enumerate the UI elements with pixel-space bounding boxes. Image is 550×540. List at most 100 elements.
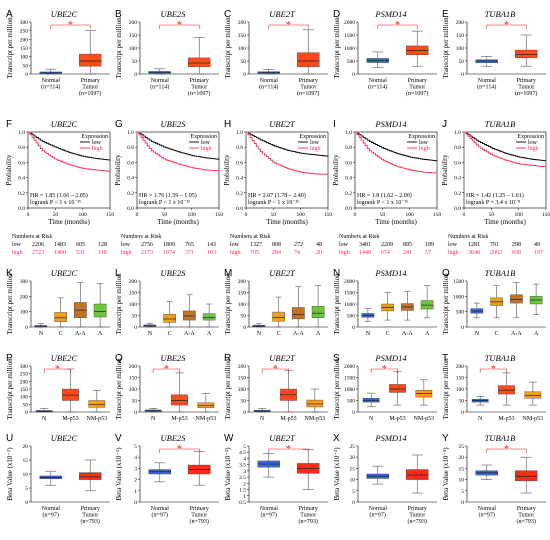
x-tick-label: 50: [53, 212, 59, 218]
km-curve-high: [246, 131, 329, 175]
risk-low-value: 1483: [54, 242, 66, 248]
y-tick-label: 1.5: [239, 488, 246, 494]
y-tick-label: 100: [456, 46, 465, 52]
y-tick-label: 0.4: [345, 176, 352, 182]
y-tick-label: 0: [243, 325, 246, 331]
box-rect: [202, 313, 216, 321]
risk-high-value: 1400: [54, 250, 66, 256]
y-tick-label: 1.0: [127, 130, 134, 136]
km-curve-low: [28, 131, 111, 161]
x-axis-label: Time (months): [157, 218, 199, 226]
y-tick-label: 0.8: [454, 145, 461, 151]
y-tick-label: 0: [25, 325, 28, 331]
x-category-label: N: [366, 331, 371, 337]
y-tick-label: 0.4: [454, 176, 461, 182]
y-tick-label: 100: [129, 387, 138, 393]
sample-size-label: (n=97): [152, 512, 168, 519]
y-tick-label: 3: [134, 466, 137, 472]
y-tick-label: 15: [459, 466, 465, 472]
gene-title: TUBA1B: [485, 433, 516, 443]
gene-title: UBE2T: [269, 433, 296, 443]
sample-size-label: (n=114): [368, 84, 387, 91]
legend-title: Expression: [408, 134, 435, 140]
y-tick-label: 0.4: [18, 176, 25, 182]
y-tick-label: 200: [129, 20, 138, 26]
y-tick-label: 300: [20, 279, 29, 285]
y-tick-label: 10: [350, 478, 356, 484]
x-category-label: NM-p53: [304, 416, 325, 422]
y-tick-label: 25: [350, 444, 356, 450]
risk-high-value: 103: [207, 250, 216, 256]
y-axis-label: Transcript per million: [333, 273, 341, 335]
x-category-label: Primary: [190, 78, 209, 84]
significance-star: *: [382, 364, 387, 375]
significance-bracket: [261, 368, 289, 373]
x-tick-label: 100: [79, 212, 88, 218]
y-tick-label: 3.5: [239, 463, 246, 469]
y-tick-label: 0.6: [18, 160, 25, 166]
y-tick-label: 50: [459, 399, 465, 405]
y-tick-label: 0.2: [236, 191, 243, 197]
x-axis-label: Time (months): [48, 218, 90, 226]
panel-letter: N: [333, 268, 340, 279]
significance-bracket: [43, 368, 71, 373]
gene-title: UBE2C: [51, 119, 78, 129]
y-tick-label: 0: [461, 410, 464, 416]
x-category-label: NM-p53: [522, 416, 543, 422]
y-tick-label: 2: [243, 481, 246, 487]
y-tick-label: 1000: [344, 387, 355, 393]
y-tick-label: 0: [243, 410, 246, 416]
x-tick-label: 150: [542, 212, 550, 218]
y-tick-label: 1: [243, 494, 246, 500]
y-tick-label: 0: [352, 325, 355, 331]
y-tick-label: 0: [25, 500, 28, 506]
x-category-label: M-p53: [171, 416, 187, 422]
y-tick-label: 1.0: [454, 130, 461, 136]
box-rect: [515, 470, 538, 481]
risk-low-value: low: [339, 242, 349, 248]
panel-letter: M: [224, 268, 232, 279]
x-category-label: M-p53: [389, 416, 405, 422]
y-tick-label: 50: [23, 63, 29, 69]
x-category-label: NM-p53: [86, 416, 107, 422]
gene-title: UBE2T: [269, 268, 296, 278]
box-rect: [79, 472, 102, 480]
panel-W: W UBE2T 0.511.522.533.544.55 Beta Value (x1…: [224, 433, 328, 525]
gene-title: UBE2C: [51, 268, 78, 278]
y-tick-label: 0.0: [127, 206, 134, 212]
risk-table-title: Numbers at Risk: [448, 234, 488, 240]
x-category-label: Primary: [408, 506, 427, 512]
y-tick-label: 0.6: [454, 160, 461, 166]
y-tick-label: 10: [23, 472, 29, 478]
y-tick-label: 2000: [344, 364, 355, 370]
y-tick-label: 500: [347, 314, 356, 320]
x-tick-label: 100: [297, 212, 306, 218]
panel-letter: E: [442, 9, 449, 20]
risk-high-value: 1448: [359, 250, 371, 256]
sample-size-label: (n=114): [41, 84, 60, 91]
y-tick-label: 50: [241, 59, 247, 65]
sample-size-label: (n=1097): [79, 90, 101, 97]
x-category-label: A-A: [511, 331, 522, 337]
box-rect: [188, 57, 211, 67]
y-tick-label: 0.2: [127, 191, 134, 197]
risk-high-value: 118: [98, 250, 107, 256]
y-tick-label: 300: [20, 20, 29, 26]
y-tick-label: 200: [20, 294, 29, 300]
y-tick-label: 500: [347, 59, 356, 65]
panel-H: H UBE2T 0.0 0.2 0.4 0.6 0.8 1.0 0 50 100 150 Probabi…: [223, 119, 332, 256]
risk-table-title: Numbers at Risk: [339, 234, 379, 240]
panel-letter: K: [6, 268, 13, 279]
y-axis-label: Transcript per million: [224, 273, 232, 335]
gene-title: UBE2S: [160, 9, 186, 19]
y-axis-label: Beta Value (x10⁻²): [224, 447, 232, 501]
km-curve-high: [355, 131, 438, 174]
panel-E: E TUBA1B 0 50 100 150 200 Transcript per millio…: [442, 9, 546, 97]
risk-high-value: high: [230, 250, 241, 256]
km-frame: [27, 131, 111, 209]
y-tick-label: 4.5: [239, 450, 246, 456]
risk-high-value: 2723: [32, 250, 44, 256]
risk-high-value: 3648: [468, 250, 480, 256]
risk-high-value: 20: [316, 250, 322, 256]
